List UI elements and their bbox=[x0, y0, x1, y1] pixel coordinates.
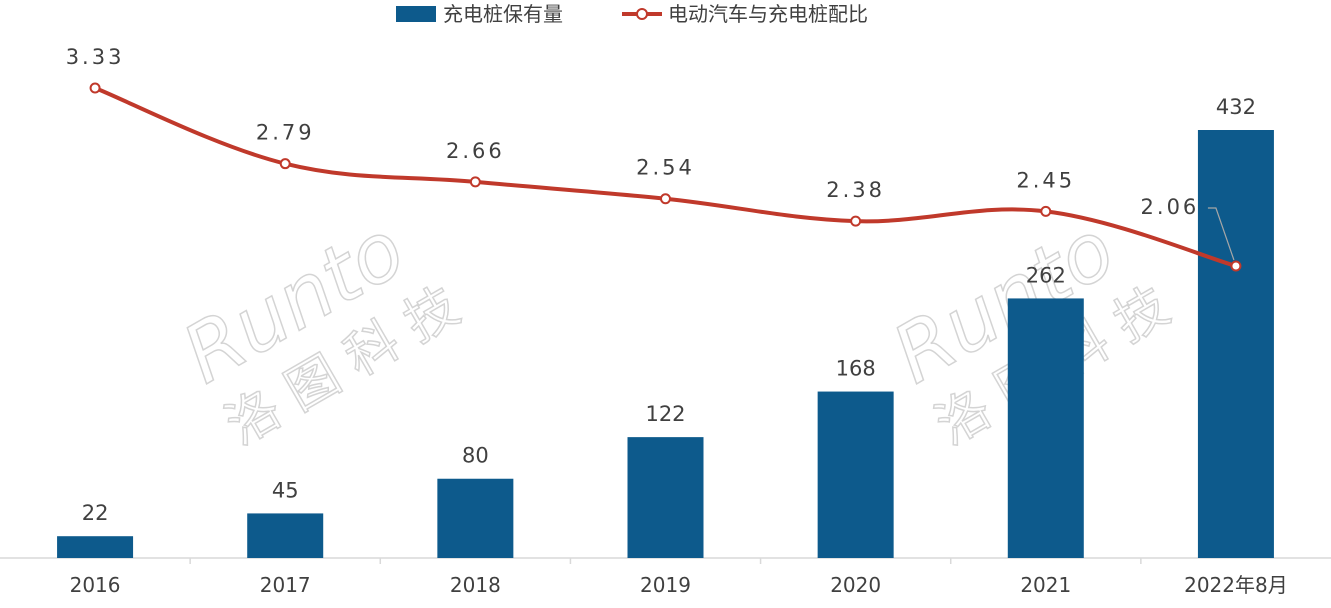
bar bbox=[57, 536, 134, 558]
line-data-label: 3.33 bbox=[66, 45, 125, 69]
bar-data-label: 122 bbox=[645, 402, 685, 426]
bar-data-label: 45 bbox=[272, 478, 299, 502]
line-point bbox=[469, 176, 481, 188]
line-data-label: 2.45 bbox=[1016, 168, 1075, 192]
x-tick-label: 2017 bbox=[260, 573, 311, 597]
line-series bbox=[89, 82, 1242, 272]
line-point bbox=[850, 215, 862, 227]
line-data-label: 2.66 bbox=[446, 139, 505, 163]
x-tick-label: 2021 bbox=[1020, 573, 1071, 597]
bar bbox=[817, 391, 894, 558]
bar bbox=[627, 437, 704, 558]
line-point bbox=[1040, 205, 1052, 217]
data-labels: 22 45 80 122 168 262 432 3.33 2.79 2.66 2.54 2.38 2.… bbox=[66, 45, 1256, 525]
legend: 充电桩保有量 电动汽车与充电桩配比 bbox=[396, 2, 868, 26]
line-data-label: 2.06 bbox=[1141, 195, 1200, 219]
bar bbox=[437, 478, 514, 558]
line-point bbox=[279, 158, 291, 170]
line-data-label: 2.79 bbox=[256, 121, 315, 145]
legend-label-line: 电动汽车与充电桩配比 bbox=[668, 2, 868, 26]
bar-series bbox=[57, 130, 1274, 558]
bar-data-label: 80 bbox=[462, 444, 489, 468]
bar bbox=[1007, 298, 1084, 558]
legend-swatch-bar bbox=[396, 6, 436, 22]
label-leader-line bbox=[1207, 207, 1235, 261]
x-tick-label: 2018 bbox=[450, 573, 501, 597]
legend-label-bar: 充电桩保有量 bbox=[443, 2, 563, 26]
line-point bbox=[89, 82, 101, 94]
bar-data-label: 168 bbox=[836, 357, 876, 381]
bar bbox=[1197, 130, 1274, 558]
line-point bbox=[660, 193, 671, 205]
x-tick-label: 2019 bbox=[640, 573, 691, 597]
line-point bbox=[1230, 260, 1242, 272]
bar-data-label: 432 bbox=[1216, 95, 1256, 119]
bar bbox=[247, 513, 324, 558]
line-data-label: 2.54 bbox=[636, 156, 695, 180]
x-tick-label: 2022年8月 bbox=[1184, 573, 1288, 597]
x-axis: 2016 2017 2018 2019 2020 2021 2022年8月 bbox=[0, 557, 1331, 597]
x-tick-label: 2016 bbox=[70, 573, 121, 597]
line-data-label: 2.38 bbox=[826, 178, 885, 202]
x-tick-label: 2020 bbox=[830, 573, 881, 597]
legend-swatch-marker bbox=[636, 8, 648, 20]
bar-data-label: 262 bbox=[1026, 263, 1066, 287]
bar-data-label: 22 bbox=[82, 501, 109, 525]
